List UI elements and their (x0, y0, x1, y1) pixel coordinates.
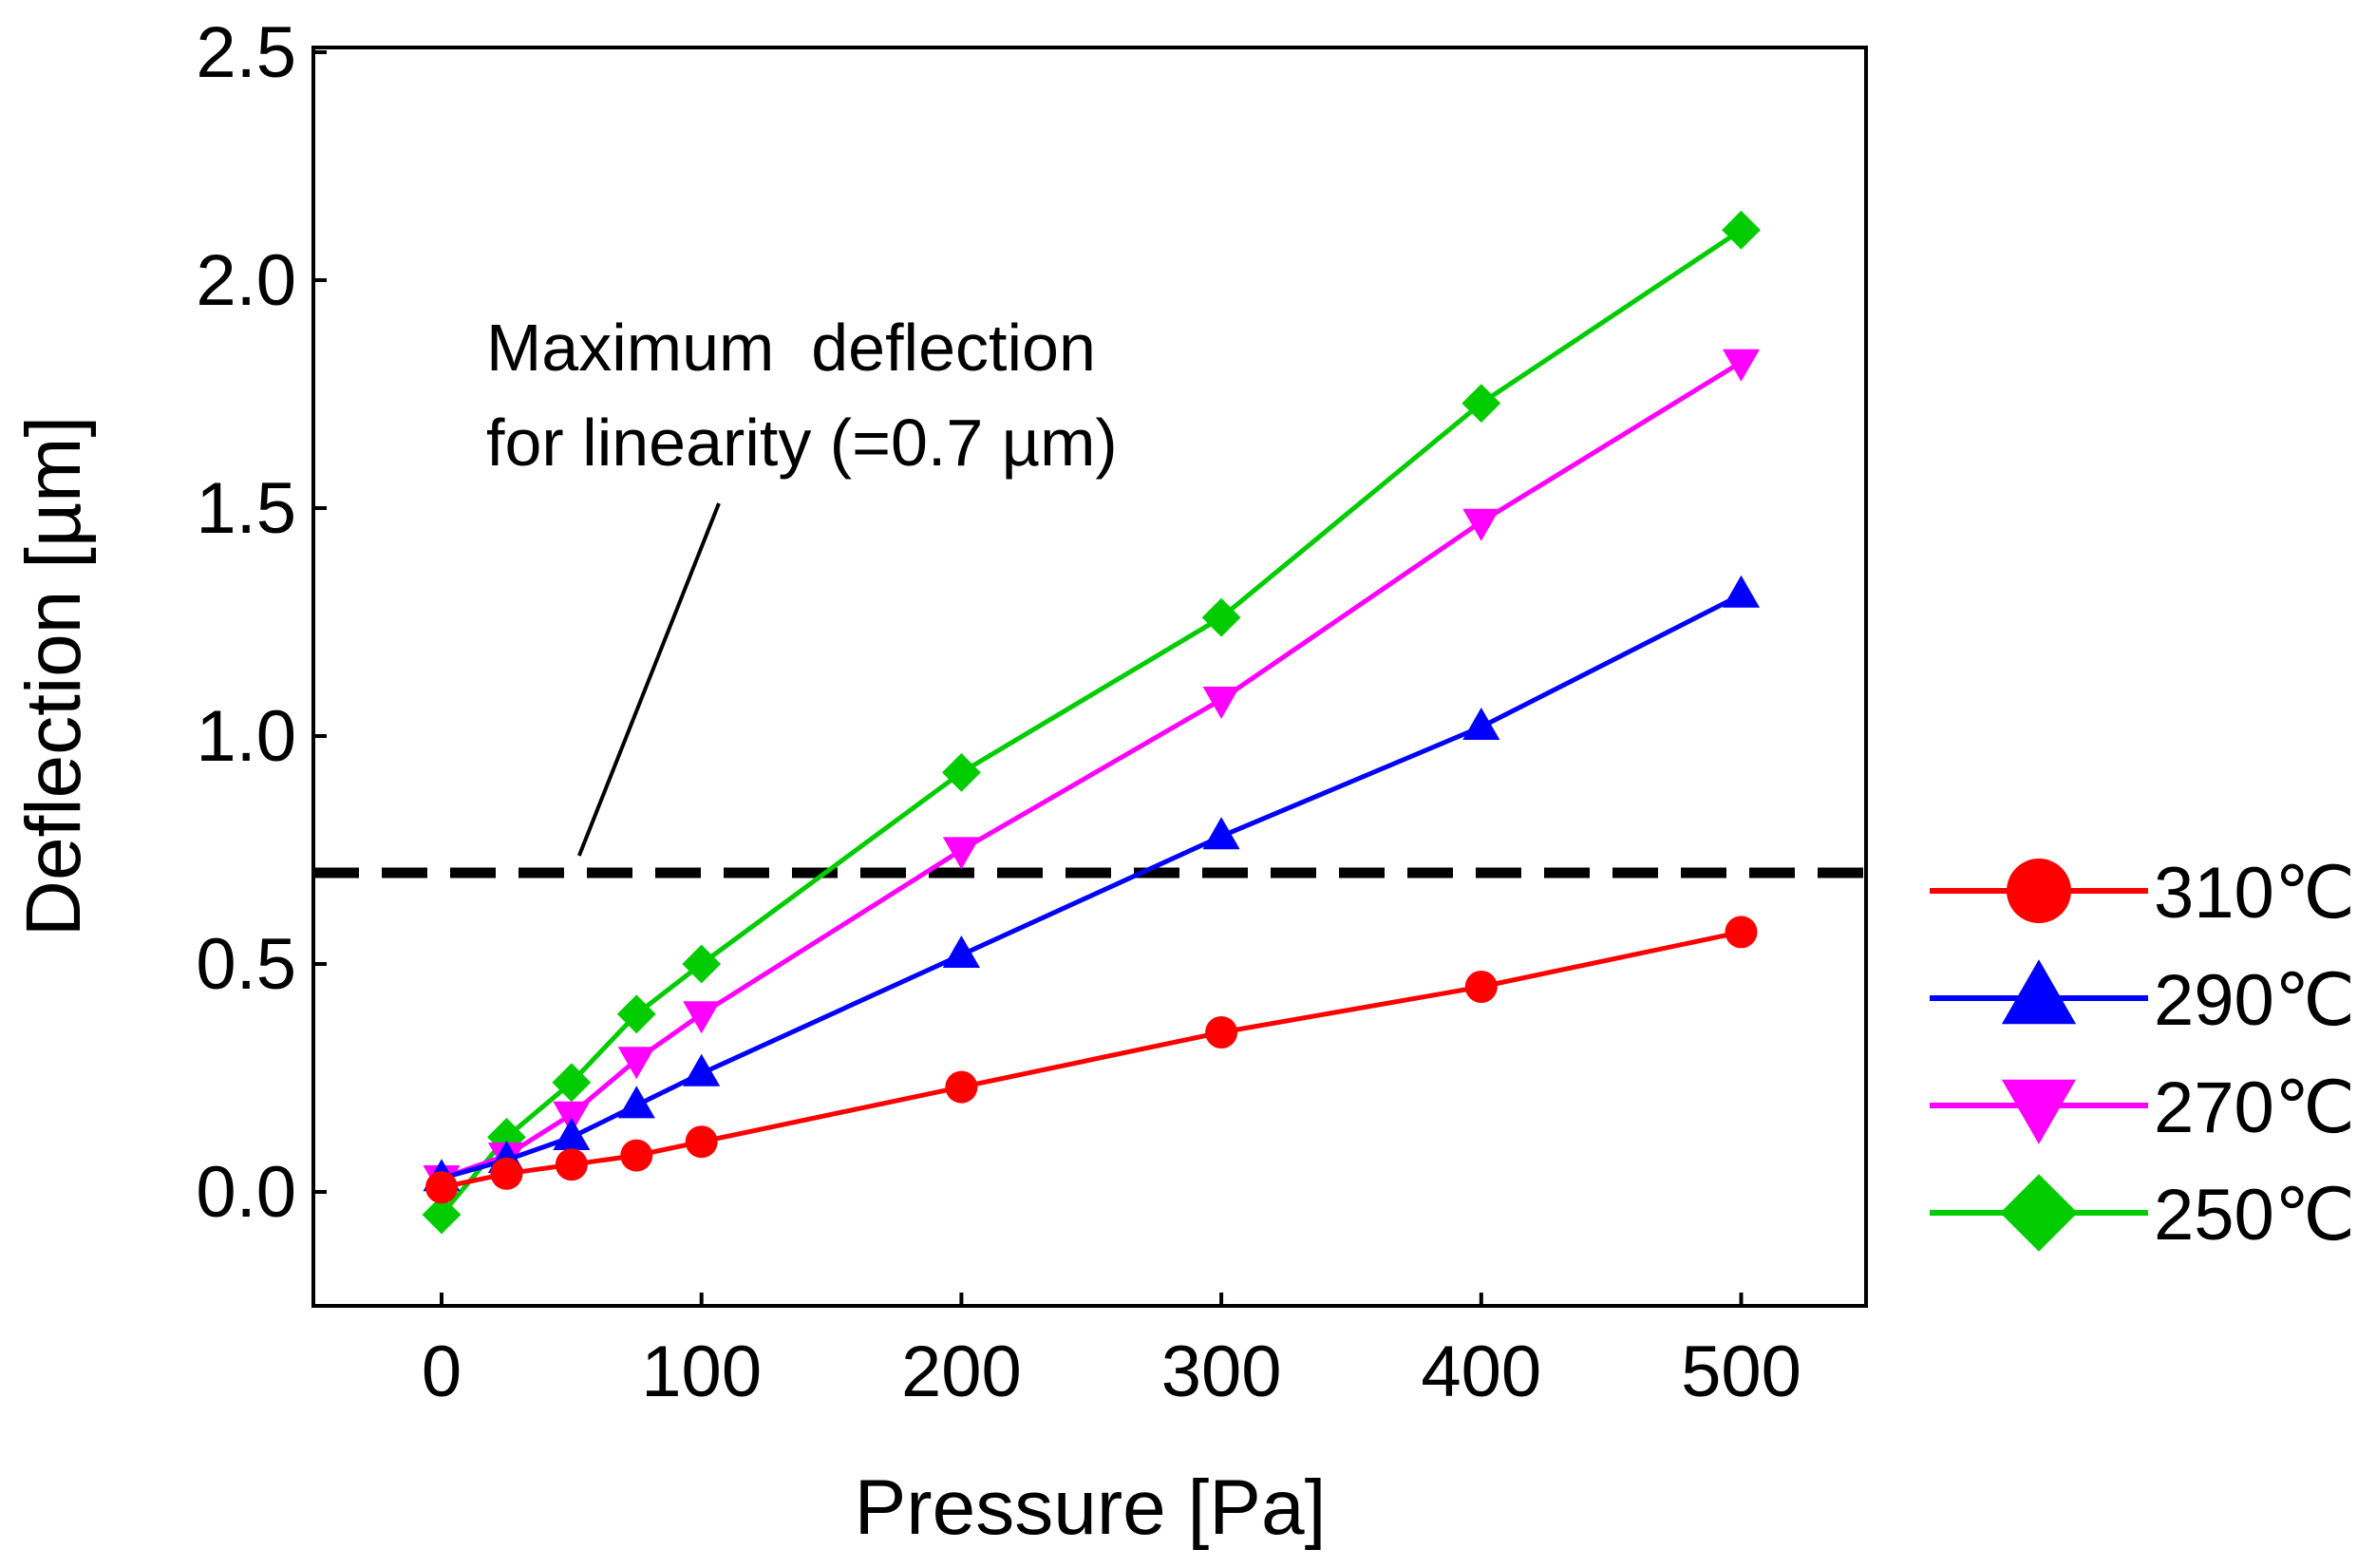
series-circle (425, 916, 1758, 1204)
data-point (553, 1118, 591, 1150)
x-tick-label: 500 (1681, 1332, 1801, 1412)
annotation-text-line-1: Maximum deflection (486, 311, 1096, 385)
x-tick-label: 200 (901, 1332, 1022, 1412)
data-point (1205, 1016, 1238, 1048)
data-point (942, 935, 980, 968)
data-point (942, 753, 981, 792)
x-tick-label: 400 (1421, 1332, 1541, 1412)
legend-item: 310℃ (1930, 853, 2355, 934)
data-point (425, 1171, 458, 1204)
annotation-pointer-line (576, 502, 721, 857)
data-point (1722, 575, 1761, 608)
series-triangle-up (423, 575, 1761, 1192)
data-point (1725, 916, 1758, 949)
series-layer (422, 210, 1761, 1235)
x-tick-label: 100 (641, 1332, 762, 1412)
plot-frame (311, 46, 1868, 1308)
legend-item: 250℃ (1930, 1174, 2355, 1256)
data-point (1202, 687, 1240, 719)
data-point (685, 1125, 718, 1159)
data-point (1722, 349, 1761, 382)
data-point (555, 1148, 588, 1181)
legend-label: 250℃ (2154, 1175, 2355, 1256)
data-point (617, 1047, 655, 1080)
legend-marker (2001, 959, 2077, 1025)
y-tick-label: 0.0 (196, 1152, 296, 1233)
legend-marker (2007, 859, 2071, 923)
x-tick-label: 0 (422, 1332, 462, 1412)
data-point (617, 1086, 655, 1119)
y-tick-label: 1.5 (196, 468, 296, 549)
data-point (422, 1195, 462, 1235)
data-point (1202, 817, 1240, 850)
data-point (616, 994, 656, 1034)
data-point (490, 1157, 523, 1190)
data-point (620, 1139, 653, 1172)
y-tick-label: 2.5 (196, 12, 296, 93)
y-tick-label: 2.0 (196, 240, 296, 321)
data-point (682, 944, 722, 984)
series-triangle-down (423, 349, 1761, 1198)
y-tick-label: 1.0 (196, 696, 296, 777)
legend-label: 270℃ (2154, 1067, 2355, 1148)
data-point (552, 1063, 592, 1103)
data-point (1461, 384, 1501, 423)
legend-marker (2000, 1174, 2078, 1252)
legend: 310℃ 290℃ 270℃ 250℃ (1930, 853, 2355, 1256)
y-axis-title: Deflection [µm] (10, 416, 97, 937)
legend-item: 290℃ (1930, 959, 2355, 1041)
data-point (553, 1101, 591, 1134)
data-point (683, 1001, 721, 1034)
y-axis: 0.0 0.5 1.0 1.5 2.0 2.5 (196, 12, 327, 1233)
x-tick-label: 300 (1161, 1332, 1282, 1412)
data-point (1722, 210, 1761, 250)
data-point (945, 1070, 978, 1104)
data-point (942, 837, 980, 870)
legend-marker (2001, 1079, 2077, 1144)
data-point (1462, 508, 1500, 541)
legend-item: 270℃ (1930, 1067, 2355, 1148)
data-point (683, 1053, 721, 1086)
x-axis-title: Pressure [Pa] (855, 1464, 1327, 1551)
legend-label: 290℃ (2154, 960, 2355, 1041)
x-axis: 0 100 200 300 400 500 (422, 1293, 1801, 1412)
data-point (487, 1118, 526, 1157)
data-point (1462, 708, 1500, 740)
data-point (1201, 597, 1241, 637)
legend-label: 310℃ (2154, 853, 2355, 934)
data-point (1464, 971, 1498, 1003)
annotation-text-line-2: for linearity (=0.7 µm) (486, 406, 1118, 480)
series-diamond (422, 210, 1761, 1235)
y-tick-label: 0.5 (196, 924, 296, 1005)
